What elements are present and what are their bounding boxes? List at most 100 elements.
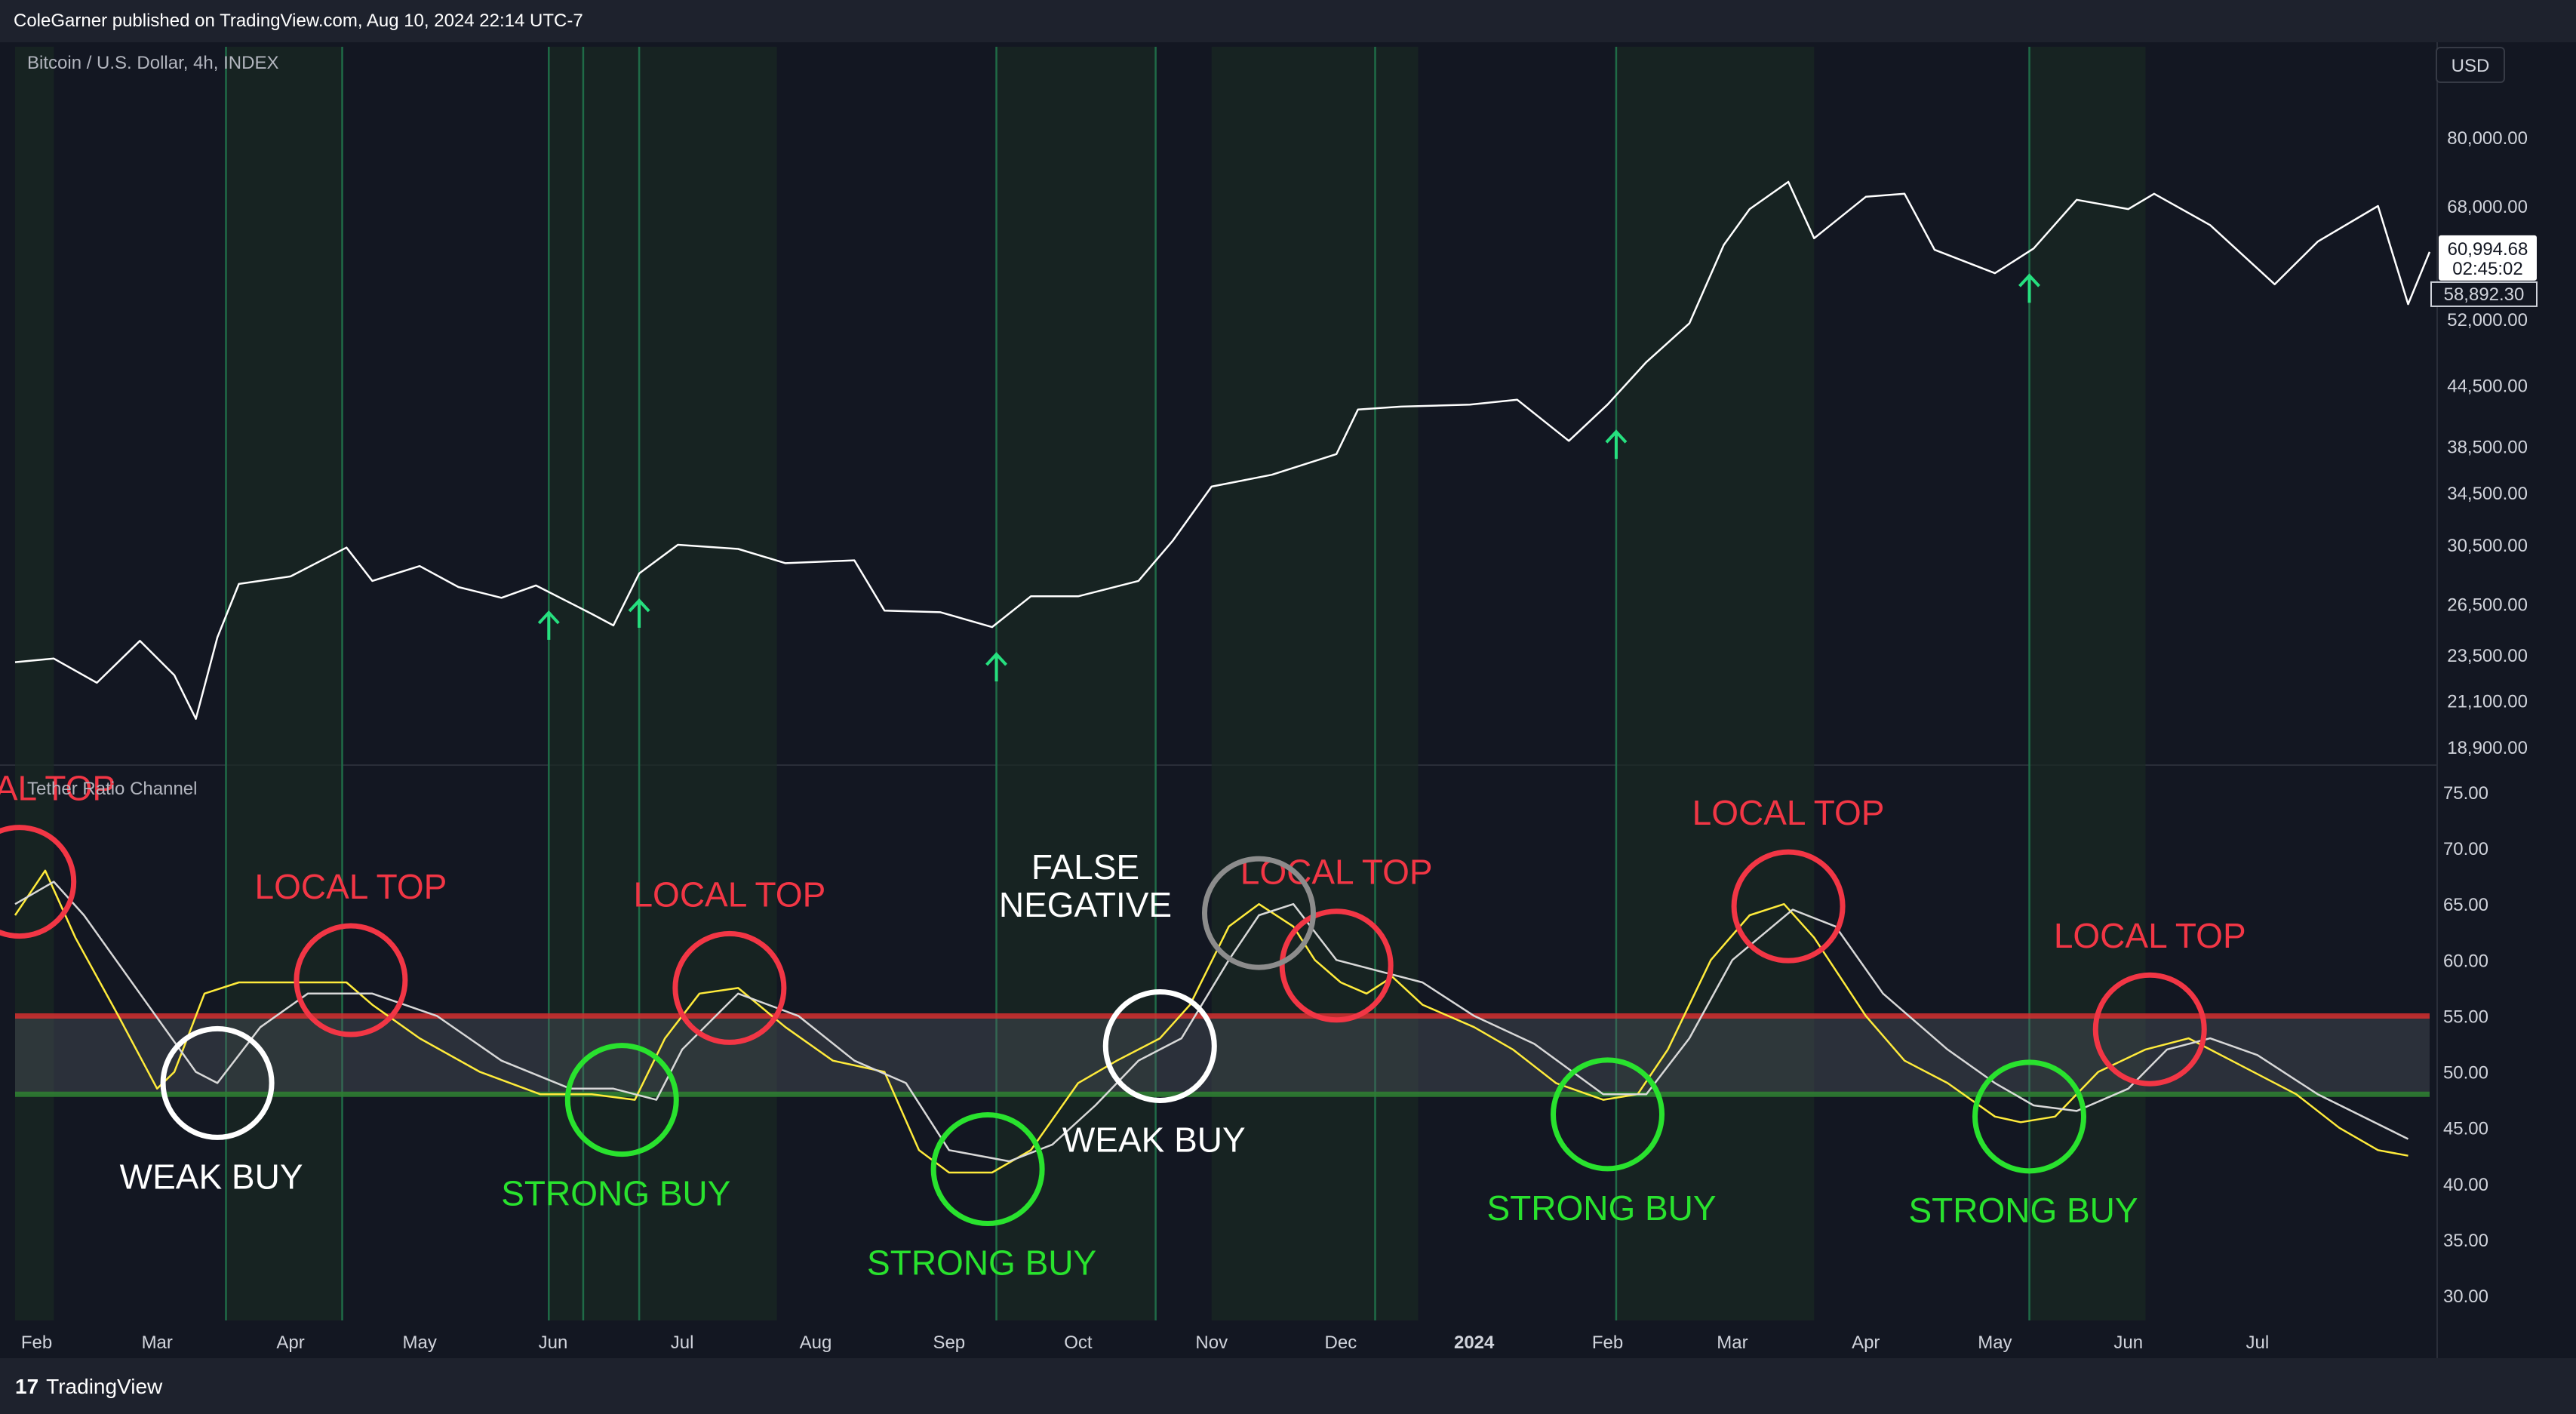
shaded-range-1 bbox=[226, 47, 343, 1320]
shaded-range-2 bbox=[549, 47, 777, 1320]
x-tick-label: Aug bbox=[800, 1333, 832, 1353]
arrow-head bbox=[985, 652, 1008, 666]
annotation-label: STRONG BUY bbox=[501, 1174, 730, 1213]
bar-countdown: 02:45:02 bbox=[2452, 259, 2522, 279]
channel-band bbox=[15, 1016, 2430, 1095]
price-pane-title: Bitcoin / U.S. Dollar, 4h, INDEX bbox=[27, 53, 279, 73]
annotation-label: LOCAL TOP bbox=[2054, 916, 2246, 955]
shaded-range-3 bbox=[996, 47, 1156, 1320]
x-tick-label: Nov bbox=[1195, 1333, 1228, 1353]
indicator-pane-title: Tether Ratio Channel bbox=[27, 779, 198, 799]
shaded-range-4 bbox=[1211, 47, 1419, 1320]
strong-buy-circle bbox=[1972, 1059, 2087, 1174]
x-tick-label: Feb bbox=[1592, 1333, 1623, 1353]
x-tick-label: Jun bbox=[2113, 1333, 2143, 1353]
brand-name: TradingView bbox=[46, 1375, 163, 1398]
btc-price-line bbox=[14, 180, 2431, 720]
x-tick-label: Apr bbox=[1852, 1333, 1880, 1353]
x-tick-label: Apr bbox=[276, 1333, 304, 1353]
price-tick-label: 38,500.00 bbox=[2447, 438, 2528, 458]
buy-arrow-0 bbox=[537, 610, 560, 640]
x-tick-label: Mar bbox=[142, 1333, 173, 1353]
chart-canvas[interactable]: LOCAL TOP LOCAL TOP LOCAL TOP LOCAL TOP LOCA… bbox=[0, 42, 2576, 1358]
price-tick-label: 30,500.00 bbox=[2447, 536, 2528, 556]
strong-buy-circle bbox=[930, 1112, 1045, 1227]
local-top-circle bbox=[294, 923, 408, 1037]
x-tick-label: Jun bbox=[539, 1333, 568, 1353]
price-tick-label: 26,500.00 bbox=[2447, 595, 2528, 616]
indicator-tick-label: 40.00 bbox=[2443, 1175, 2488, 1195]
indicator-tick-label: 55.00 bbox=[2443, 1007, 2488, 1027]
x-tick-label: Jul bbox=[671, 1333, 694, 1353]
price-tick-label: 34,500.00 bbox=[2447, 484, 2528, 504]
tv-logo-icon: 17 bbox=[15, 1375, 39, 1398]
tether-channel bbox=[15, 1013, 2430, 1097]
annotation-label: WEAK BUY bbox=[120, 1157, 303, 1196]
local-top-circle bbox=[0, 825, 77, 939]
indicator-tick-label: 45.00 bbox=[2443, 1119, 2488, 1139]
indicator-tick-label: 50.00 bbox=[2443, 1063, 2488, 1084]
buy-arrow-3 bbox=[1605, 429, 1628, 460]
price-tick-label: 44,500.00 bbox=[2447, 376, 2528, 396]
series-lines bbox=[14, 180, 2431, 1174]
strong-buy-circle bbox=[564, 1043, 679, 1157]
annotation-local-top-4: LOCAL TOP bbox=[1692, 793, 1885, 964]
annotation-weak-buy-8: WEAK BUY bbox=[1062, 988, 1246, 1159]
annotation-label: LOCAL TOP bbox=[1692, 793, 1885, 832]
publisher-text: ColeGarner published on TradingView.com,… bbox=[14, 11, 583, 31]
local-top-circle bbox=[2092, 972, 2207, 1087]
price-tick-label: 23,500.00 bbox=[2447, 646, 2528, 666]
signal-shading bbox=[0, 42, 2576, 1358]
last-price-value: 60,994.68 bbox=[2448, 239, 2528, 260]
footer-bar: 17 TradingView bbox=[0, 1358, 2576, 1414]
annotation-label: WEAK BUY bbox=[1062, 1120, 1246, 1159]
tradingview-logo[interactable]: 17 TradingView bbox=[15, 1375, 162, 1399]
annotation-local-top-2: LOCAL TOP bbox=[633, 875, 825, 1045]
secondary-price-box bbox=[2430, 281, 2538, 307]
x-tick-label: Sep bbox=[933, 1333, 965, 1353]
strong-buy-circle bbox=[1551, 1057, 1665, 1172]
annotation-label: LOCAL TOP bbox=[255, 867, 447, 906]
annotation-strong-buy-12: STRONG BUY bbox=[1908, 1059, 2138, 1230]
annotation-label: STRONG BUY bbox=[1908, 1191, 2138, 1230]
local-top-circle bbox=[672, 930, 787, 1045]
annotation-strong-buy-9: STRONG BUY bbox=[501, 1043, 730, 1213]
indicator-tick-label: 75.00 bbox=[2443, 783, 2488, 804]
x-tick-label: 2024 bbox=[1454, 1333, 1495, 1353]
local-top-circle bbox=[1731, 849, 1846, 964]
arrow-head bbox=[537, 610, 560, 625]
annotation-strong-buy-11: STRONG BUY bbox=[1486, 1057, 1717, 1228]
arrow-head bbox=[628, 598, 650, 613]
shaded-range-6 bbox=[2029, 47, 2146, 1320]
price-tick-label: 18,900.00 bbox=[2447, 738, 2528, 758]
arrow-head bbox=[2018, 273, 2040, 287]
x-tick-label: May bbox=[1978, 1333, 2012, 1353]
annotation-local-top-5: LOCAL TOP bbox=[2054, 916, 2246, 1087]
x-tick-label: Dec bbox=[1325, 1333, 1357, 1353]
indicator-tick-label: 70.00 bbox=[2443, 839, 2488, 859]
annotation-label: LOCAL TOP bbox=[0, 769, 115, 808]
buy-arrow-1 bbox=[628, 598, 650, 628]
header-bar: ColeGarner published on TradingView.com,… bbox=[0, 0, 2576, 42]
arrow-head bbox=[1605, 429, 1628, 444]
secondary-price-label: 58,892.30 bbox=[2430, 281, 2538, 307]
buy-arrows bbox=[537, 273, 2040, 682]
local-top-circle bbox=[1279, 908, 1394, 1023]
axes: 18,900.00 21,100.00 23,500.00 26,500.00 30,5… bbox=[21, 128, 2538, 1353]
weak-buy-circle bbox=[160, 1025, 275, 1140]
buy-arrow-2 bbox=[985, 652, 1008, 682]
indicator-tick-label: 60.00 bbox=[2443, 951, 2488, 971]
annotation-label: FALSE bbox=[1031, 847, 1139, 887]
shaded-range-0 bbox=[15, 47, 54, 1320]
currency-selector[interactable]: USD bbox=[2436, 47, 2505, 83]
indicator-tick-label: 30.00 bbox=[2443, 1286, 2488, 1307]
annotation-label: STRONG BUY bbox=[867, 1243, 1096, 1283]
weak-buy-circle bbox=[1102, 988, 1217, 1103]
x-tick-label: Mar bbox=[1717, 1333, 1748, 1353]
last-price-box bbox=[2439, 235, 2537, 281]
annotation-strong-buy-10: STRONG BUY bbox=[867, 1112, 1096, 1283]
price-tick-label: 68,000.00 bbox=[2447, 197, 2528, 217]
annotation-label: STRONG BUY bbox=[1486, 1188, 1716, 1228]
buy-arrow-4 bbox=[2018, 273, 2040, 303]
